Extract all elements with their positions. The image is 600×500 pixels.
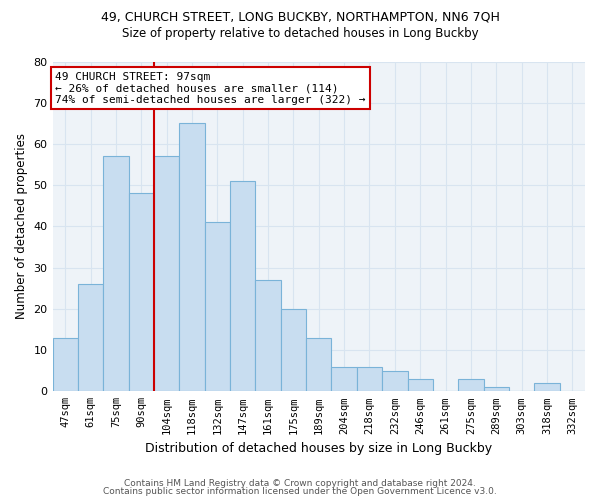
- Bar: [484, 387, 509, 392]
- Bar: [534, 383, 560, 392]
- X-axis label: Distribution of detached houses by size in Long Buckby: Distribution of detached houses by size …: [145, 442, 493, 455]
- Bar: [382, 370, 407, 392]
- Bar: [306, 338, 331, 392]
- Bar: [331, 366, 357, 392]
- Text: 49 CHURCH STREET: 97sqm
← 26% of detached houses are smaller (114)
74% of semi-d: 49 CHURCH STREET: 97sqm ← 26% of detache…: [55, 72, 365, 105]
- Bar: [205, 222, 230, 392]
- Bar: [357, 366, 382, 392]
- Bar: [78, 284, 103, 392]
- Bar: [154, 156, 179, 392]
- Bar: [230, 181, 256, 392]
- Y-axis label: Number of detached properties: Number of detached properties: [15, 134, 28, 320]
- Bar: [53, 338, 78, 392]
- Bar: [281, 309, 306, 392]
- Bar: [458, 379, 484, 392]
- Bar: [103, 156, 128, 392]
- Text: Size of property relative to detached houses in Long Buckby: Size of property relative to detached ho…: [122, 28, 478, 40]
- Bar: [128, 194, 154, 392]
- Bar: [407, 379, 433, 392]
- Bar: [179, 124, 205, 392]
- Bar: [256, 280, 281, 392]
- Text: 49, CHURCH STREET, LONG BUCKBY, NORTHAMPTON, NN6 7QH: 49, CHURCH STREET, LONG BUCKBY, NORTHAMP…: [101, 10, 499, 23]
- Text: Contains HM Land Registry data © Crown copyright and database right 2024.: Contains HM Land Registry data © Crown c…: [124, 478, 476, 488]
- Text: Contains public sector information licensed under the Open Government Licence v3: Contains public sector information licen…: [103, 487, 497, 496]
